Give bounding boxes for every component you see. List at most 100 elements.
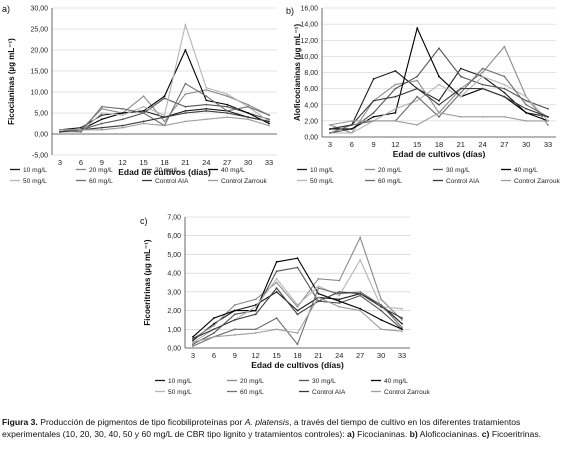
data-point xyxy=(401,319,403,321)
data-point xyxy=(416,87,419,90)
data-point xyxy=(275,277,278,280)
data-point xyxy=(184,23,187,26)
data-point xyxy=(100,105,103,108)
y-tick-label: 30,00 xyxy=(30,6,48,13)
x-tick-label: 30 xyxy=(522,140,530,149)
data-point xyxy=(184,112,187,114)
data-point xyxy=(59,131,61,133)
data-point xyxy=(525,103,528,106)
data-point xyxy=(394,119,397,122)
data-point xyxy=(359,290,362,293)
y-tick-label: 0,00 xyxy=(304,135,318,142)
data-point xyxy=(226,95,229,98)
y-tick-label: 6,00 xyxy=(304,86,318,93)
data-point xyxy=(80,131,82,133)
data-point xyxy=(233,309,236,312)
data-point xyxy=(163,97,166,100)
data-point xyxy=(184,110,187,112)
legend-label: 40 mg/L xyxy=(384,378,408,385)
data-point xyxy=(100,126,103,129)
x-tick-label: 9 xyxy=(233,351,237,360)
data-point xyxy=(401,330,403,333)
caption-a-label: a) xyxy=(347,429,355,439)
legend-label: 20 mg/L xyxy=(89,167,113,174)
data-point xyxy=(205,86,208,89)
data-point xyxy=(401,326,403,329)
legend-label: Control AIA xyxy=(446,178,480,185)
x-tick-label: 30 xyxy=(244,158,252,167)
data-point xyxy=(142,105,145,108)
caption-label: Figura 3. xyxy=(2,417,38,427)
data-point xyxy=(317,277,320,280)
legend-label: Control AIA xyxy=(312,389,346,396)
data-point xyxy=(213,335,215,338)
legend-label: 60 mg/L xyxy=(240,389,264,396)
data-point xyxy=(296,343,299,346)
data-point xyxy=(100,114,103,116)
legend-label: 50 mg/L xyxy=(310,178,334,185)
legend-label: 50 mg/L xyxy=(168,389,192,396)
data-point xyxy=(459,91,462,94)
series-line xyxy=(192,258,403,343)
data-point xyxy=(372,115,375,118)
data-point xyxy=(121,124,124,127)
data-point xyxy=(459,95,462,98)
legend-label: 20 mg/L xyxy=(240,378,264,385)
data-point xyxy=(503,75,506,78)
y-tick-label: 10,00 xyxy=(30,90,48,97)
x-tick-label: 3 xyxy=(58,158,62,167)
y-tick-label: -5,00 xyxy=(32,153,48,160)
data-point xyxy=(296,304,299,306)
legend-label: 40 mg/L xyxy=(514,167,538,174)
panel-label: a) xyxy=(2,4,10,14)
data-point xyxy=(338,294,341,297)
data-point xyxy=(142,122,145,125)
data-point xyxy=(163,124,166,127)
data-point xyxy=(296,313,299,316)
data-point xyxy=(121,107,124,110)
data-point xyxy=(275,287,278,290)
data-point xyxy=(394,69,397,72)
data-point xyxy=(184,82,187,85)
legend-label: 30 mg/L xyxy=(446,167,470,174)
data-point xyxy=(100,128,103,131)
data-point xyxy=(416,75,419,78)
data-point xyxy=(350,128,353,130)
data-point xyxy=(329,128,331,130)
x-tick-label: 6 xyxy=(212,351,216,360)
data-point xyxy=(329,132,331,134)
data-point xyxy=(401,317,403,319)
data-point xyxy=(481,71,484,74)
data-point xyxy=(233,334,236,336)
data-point xyxy=(317,300,320,303)
data-point xyxy=(338,290,341,293)
data-point xyxy=(205,103,208,106)
y-tick-label: 5,00 xyxy=(167,252,181,259)
y-tick-label: 4,00 xyxy=(167,271,181,278)
y-tick-label: 25,00 xyxy=(30,27,48,34)
data-point xyxy=(226,105,229,108)
y-tick-label: 16,00 xyxy=(300,6,318,13)
caption-c-text: Ficoeritrinas. xyxy=(489,429,542,439)
x-axis-title: Edad de cultivos (días) xyxy=(393,149,486,159)
legend-label: 10 mg/L xyxy=(23,167,47,174)
x-tick-label: 33 xyxy=(265,158,273,167)
caption-b-label: b) xyxy=(409,429,418,439)
data-point xyxy=(121,112,124,114)
data-point xyxy=(296,309,299,312)
caption-c-label: c) xyxy=(481,429,490,439)
legend-label: 60 mg/L xyxy=(378,178,402,185)
x-tick-label: 18 xyxy=(435,140,443,149)
x-tick-label: 30 xyxy=(377,351,385,360)
legend-label: 50 mg/L xyxy=(23,178,47,185)
data-point xyxy=(317,292,320,295)
x-axis-title: Edad de cultivos (días) xyxy=(118,167,211,177)
data-point xyxy=(416,27,419,30)
x-tick-label: 12 xyxy=(391,140,399,149)
data-point xyxy=(213,332,215,334)
data-point xyxy=(416,99,419,102)
data-point xyxy=(359,259,362,261)
x-tick-label: 18 xyxy=(160,158,168,167)
panel-label: b) xyxy=(286,6,294,16)
caption-text-1: Producción de pigmentos de tipo ficobili… xyxy=(40,417,245,427)
